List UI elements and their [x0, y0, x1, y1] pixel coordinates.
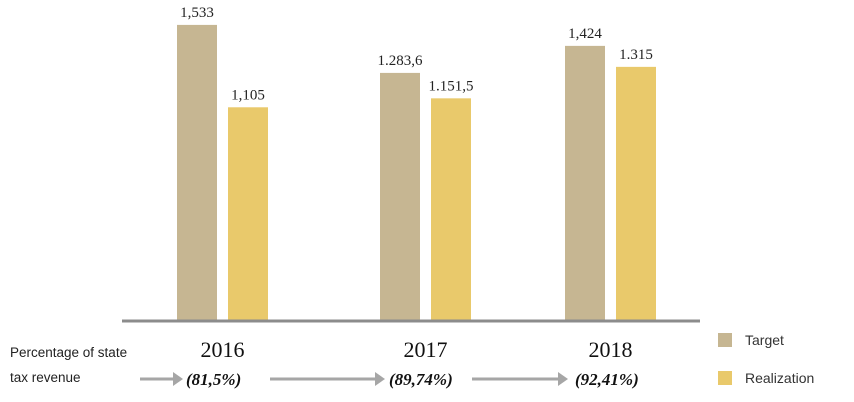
legend-label-target: Target — [745, 332, 784, 348]
arrows-group — [140, 372, 568, 386]
percentage-row-label-line1: Percentage of state — [10, 345, 127, 360]
x-tick-label-2018: 2018 — [589, 337, 633, 362]
percentage-label-2018: (92,41%) — [575, 370, 639, 389]
value-label-realization-2016: 1,105 — [231, 87, 265, 103]
value-label-target-2018: 1,424 — [568, 26, 602, 42]
bar-realization-2017 — [431, 98, 471, 321]
legend-label-realization: Realization — [745, 370, 814, 386]
arrow-head-1 — [173, 372, 183, 386]
x-tick-label-2017: 2017 — [404, 337, 448, 362]
bar-target-2017 — [380, 72, 420, 320]
percentage-label-2016: (81,5%) — [186, 370, 241, 389]
legend-swatch-realization — [718, 371, 732, 385]
value-label-target-2016: 1,533 — [180, 5, 214, 21]
bar-realization-2016 — [228, 107, 268, 320]
arrow-head-2 — [375, 372, 385, 386]
value-labels-group: 1,533 1,105 1.283,6 1.151,5 1,424 1.315 — [180, 5, 653, 103]
percentage-labels-group: (81,5%) (89,74%) (92,41%) — [186, 370, 639, 389]
value-label-realization-2017: 1.151,5 — [429, 78, 474, 94]
bar-target-2016 — [177, 24, 217, 321]
legend: Target Realization — [718, 332, 814, 386]
percentage-row-label-line2: tax revenue — [10, 370, 81, 385]
arrow-head-3 — [558, 372, 568, 386]
x-tick-label-2016: 2016 — [201, 337, 245, 362]
bar-realization-2018 — [616, 66, 656, 320]
bars-group — [177, 24, 656, 321]
legend-swatch-target — [718, 333, 732, 347]
bar-target-2018 — [565, 45, 605, 320]
value-label-target-2017: 1.283,6 — [378, 53, 424, 69]
value-label-realization-2018: 1.315 — [619, 47, 653, 63]
percentage-label-2017: (89,74%) — [389, 370, 453, 389]
year-labels-group: 2016 2017 2018 — [201, 337, 633, 362]
